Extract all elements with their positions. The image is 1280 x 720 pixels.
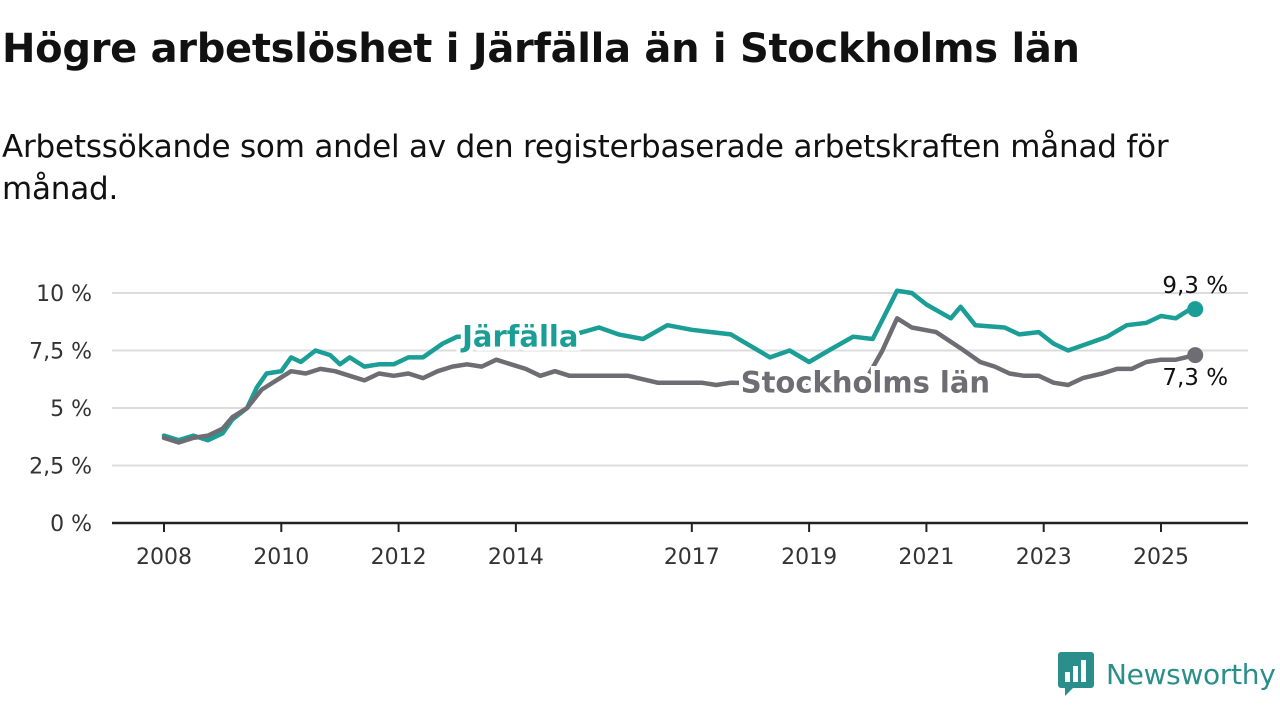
x-axis: 2008 2010 2012 2014 2017 2019 2021 2023 2025 bbox=[112, 521, 1248, 570]
end-marker-jarfalla bbox=[1187, 301, 1204, 318]
series-label-stockholms-lan: Stockholms län bbox=[741, 366, 990, 400]
y-tick-label: 0 % bbox=[50, 512, 92, 537]
end-value-label-stockholms-lan: 7,3 % bbox=[1162, 365, 1228, 391]
brand-name: Newsworthy bbox=[1106, 657, 1276, 691]
newsworthy-logo-icon bbox=[1058, 652, 1094, 696]
series-line-jarfalla bbox=[161, 288, 1198, 443]
end-value-label-jarfalla: 9,3 % bbox=[1162, 273, 1228, 299]
label-layer: Järfälla Stockholms län 9,3 % 7,3 % bbox=[456, 273, 1228, 404]
x-tick-label: 2012 bbox=[371, 545, 427, 570]
series-line-stockholms-lan bbox=[161, 316, 1198, 445]
x-tick-label: 2014 bbox=[488, 545, 544, 570]
x-tick-label: 2008 bbox=[136, 545, 192, 570]
y-tick-label: 5 % bbox=[50, 397, 92, 422]
newsworthy-brand: Newsworthy bbox=[1058, 652, 1276, 696]
x-tick-label: 2010 bbox=[253, 545, 309, 570]
line-chart: 0 % 2,5 % 5 % 7,5 % 10 % 2008 2010 2012 2014 201… bbox=[29, 273, 1248, 570]
y-tick-label: 2,5 % bbox=[29, 455, 92, 480]
series-label-jarfalla: Järfälla bbox=[460, 320, 578, 354]
x-tick-label: 2019 bbox=[781, 545, 837, 570]
grid-layer: 0 % 2,5 % 5 % 7,5 % 10 % bbox=[29, 282, 1248, 537]
chart-subtitle: Arbetssökande som andel av den registerb… bbox=[2, 129, 1169, 207]
x-tick-label: 2021 bbox=[898, 545, 954, 570]
x-tick-label: 2025 bbox=[1133, 545, 1189, 570]
x-tick-label: 2017 bbox=[664, 545, 720, 570]
y-tick-label: 7,5 % bbox=[29, 340, 92, 365]
y-tick-label: 10 % bbox=[36, 282, 92, 307]
end-marker-stockholms-lan bbox=[1187, 347, 1204, 364]
x-tick-label: 2023 bbox=[1016, 545, 1072, 570]
chart-title: Högre arbetslöshet i Järfälla än i Stock… bbox=[2, 26, 1080, 72]
series-layer bbox=[161, 288, 1204, 445]
